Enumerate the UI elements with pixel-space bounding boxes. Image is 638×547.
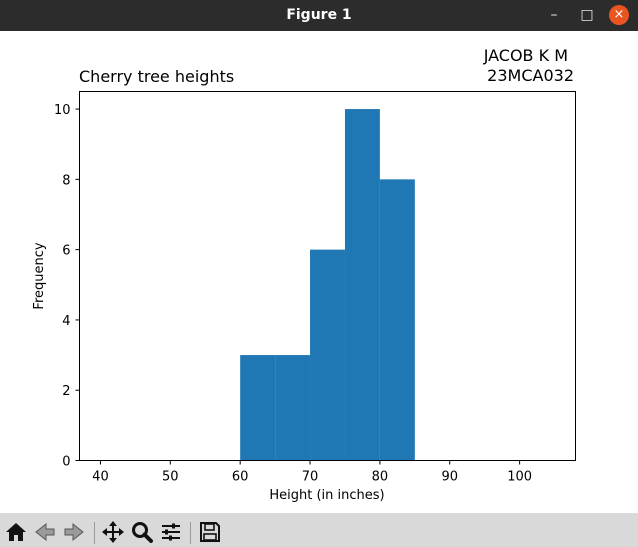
navigation-toolbar	[0, 513, 638, 547]
toolbar-separator	[94, 522, 95, 544]
pan-icon[interactable]	[101, 520, 125, 544]
x-tick-label: 100	[507, 470, 532, 485]
maximize-button[interactable]: □	[580, 7, 594, 23]
histogram-bar	[379, 179, 415, 461]
histogram-chart: JACOB K M 23MCA032 Cherry tree heights 4…	[32, 46, 576, 503]
y-tick-label: 8	[62, 173, 70, 188]
author-name: JACOB K M	[483, 46, 568, 65]
y-tick-label: 6	[62, 244, 70, 259]
x-tick-label: 50	[162, 470, 179, 485]
x-axis-label: Height (in inches)	[269, 488, 384, 503]
y-tick-label: 0	[62, 455, 70, 470]
close-button[interactable]: ×	[609, 5, 629, 25]
configure-subplots-icon[interactable]	[159, 520, 183, 544]
histogram-bar	[344, 109, 380, 461]
histogram-bar	[310, 249, 345, 461]
zoom-icon[interactable]	[130, 520, 154, 544]
x-tick-label: 40	[92, 470, 109, 485]
save-icon[interactable]	[198, 520, 222, 544]
y-tick-label: 2	[62, 384, 70, 399]
histogram-bar	[275, 355, 311, 461]
figure-canvas[interactable]: JACOB K M 23MCA032 Cherry tree heights 4…	[0, 31, 638, 513]
x-tick-label: 70	[302, 470, 319, 485]
chart-title: Cherry tree heights	[79, 67, 234, 86]
y-tick-label: 10	[54, 103, 71, 118]
author-id: 23MCA032	[487, 66, 574, 85]
window-titlebar[interactable]: Figure 1 – □ ×	[0, 0, 638, 31]
back-icon[interactable]	[33, 520, 57, 544]
window-title: Figure 1	[286, 7, 352, 23]
y-tick-label: 4	[62, 314, 70, 329]
x-tick-label: 60	[232, 470, 249, 485]
y-axis-label: Frequency	[32, 242, 47, 309]
minimize-button[interactable]: –	[550, 7, 558, 23]
toolbar-separator	[190, 522, 191, 544]
forward-icon[interactable]	[62, 520, 86, 544]
plot-frame	[79, 91, 576, 461]
x-tick-label: 90	[441, 470, 458, 485]
home-icon[interactable]	[4, 520, 28, 544]
x-tick-label: 80	[372, 470, 389, 485]
histogram-bar	[240, 355, 276, 461]
